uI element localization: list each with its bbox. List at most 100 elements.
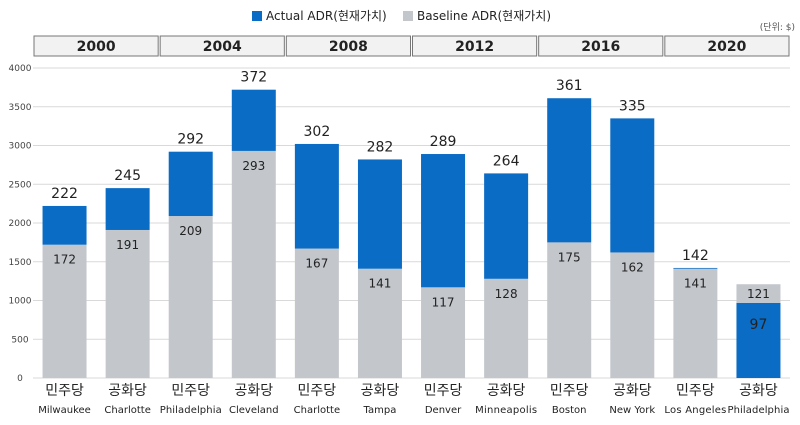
bar-baseline [421,287,466,378]
party-label: 민주당 [45,383,84,399]
bar-baseline [547,242,592,378]
bar-actual [610,118,655,253]
year-box-2000 [33,35,159,57]
year-box-2008 [285,35,412,57]
baseline-value-label: 167 [305,257,328,271]
year-box-2012 [412,35,538,57]
city-label: Milwaukee [38,405,91,416]
bar-actual [547,98,592,243]
year-box-2004 [159,35,285,57]
bar-baseline [105,229,150,378]
year-headers: 2000 2004 2008 2012 2016 2020 [33,35,790,57]
party-label: 민주당 [298,383,337,399]
baseline-value-label: 141 [684,277,707,291]
bar-group: 282 141 [357,139,402,378]
bar-actual [168,151,213,217]
bar-baseline [673,268,718,378]
bar-baseline [357,268,402,378]
y-tick-label: 4000 [9,64,32,74]
bar-baseline [294,248,339,378]
legend-actual-label: Actual ADR(현재가치) [266,9,387,23]
bar-group: 302 167 [294,124,339,378]
bar-group: 264 128 [484,153,529,378]
y-tick-label: 2500 [9,180,32,190]
y-tick-label: 2000 [9,219,32,229]
x-labels: 민주당 Milwaukee 공화당 Charlotte 민주당 Philadelphia 공… [38,383,789,416]
party-label: 민주당 [550,383,589,399]
actual-value-label: 97 [750,317,768,333]
baseline-value-label: 128 [495,287,518,301]
bar-actual [294,143,339,249]
baseline-value-label: 172 [53,253,76,267]
bar-baseline [168,216,213,378]
bar-group: 292 209 [168,132,213,378]
actual-value-label: 302 [304,124,331,140]
baseline-value-label: 293 [242,159,265,173]
actual-value-label: 361 [556,78,583,94]
city-label: Philadelphia [160,405,222,416]
baseline-value-label: 209 [179,224,202,238]
bar-actual [736,302,781,378]
bar-baseline [736,284,781,303]
bar-actual [357,159,402,269]
city-label: Los Angeles [664,405,726,416]
city-label: Tampa [363,405,397,416]
unit-label: (단위: $) [760,22,795,33]
city-label: Minneapolis [475,405,537,416]
year-label-2004: 2004 [203,39,242,55]
y-tick-label: 1500 [9,258,32,268]
y-tick-label: 500 [11,335,28,345]
baseline-value-label: 121 [747,287,770,301]
baseline-value-label: 191 [116,238,139,252]
actual-value-label: 264 [493,153,520,169]
actual-value-label: 289 [430,134,457,150]
year-box-2016 [538,35,664,57]
y-tick-label: 3500 [9,103,32,113]
actual-value-label: 222 [51,186,78,202]
bar-actual [105,188,150,230]
legend-swatch-actual [252,11,262,21]
actual-value-label: 282 [367,139,394,155]
city-label: Charlotte [104,405,150,416]
bar-baseline [610,252,655,378]
actual-value-label: 335 [619,98,646,114]
year-label-2012: 2012 [455,39,494,55]
city-label: Cleveland [229,405,279,416]
year-label-2008: 2008 [329,39,368,55]
y-tick-label: 0 [17,374,23,384]
bar-group: 372 293 [231,70,276,378]
bar-actual [484,173,529,279]
y-tick-label: 3000 [9,142,32,152]
bar-actual [231,89,276,151]
bar-group: 142 141 [673,248,718,378]
actual-value-label: 372 [240,70,267,86]
bar-baseline [231,150,276,378]
bar-baseline [42,244,87,378]
party-label: 공화당 [108,383,147,399]
party-label: 민주당 [171,383,210,399]
year-box-2020 [664,35,790,57]
bar-group: 222 172 [42,186,87,378]
party-label: 민주당 [676,383,715,399]
baseline-value-label: 117 [432,295,455,309]
actual-value-label: 292 [177,132,204,148]
baseline-value-label: 175 [558,250,581,264]
party-label: 민주당 [424,383,463,399]
legend-baseline-label: Baseline ADR(현재가치) [417,9,551,23]
bar-group: 361 175 [547,78,592,378]
city-label: New York [609,405,655,416]
year-label-2020: 2020 [707,39,746,55]
city-label: Charlotte [294,405,340,416]
bar-actual [42,205,87,245]
party-label: 공화당 [613,383,652,399]
city-label: Boston [552,405,587,416]
actual-value-label: 142 [682,248,709,264]
bar-actual [421,154,466,288]
bar-group: 289 117 [421,134,466,378]
year-label-2000: 2000 [77,39,116,55]
bar-actual [673,267,718,269]
party-label: 공화당 [739,383,778,399]
party-label: 공화당 [234,383,273,399]
year-label-2016: 2016 [581,39,620,55]
